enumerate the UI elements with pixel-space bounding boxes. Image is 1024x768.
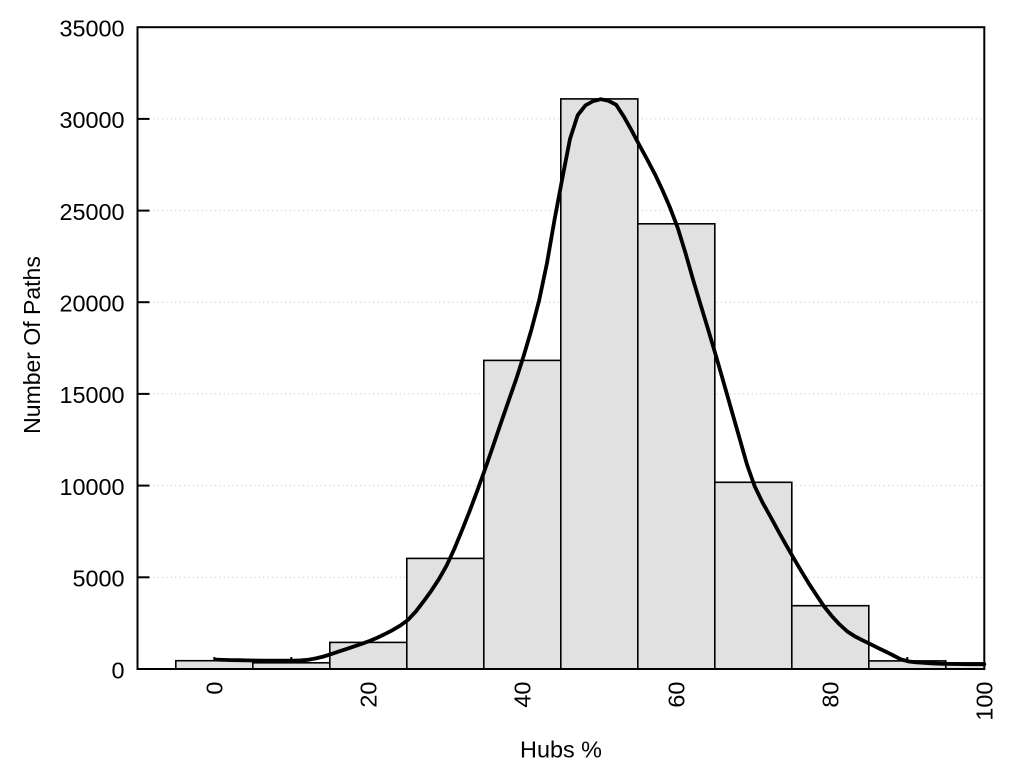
- svg-text:30000: 30000: [59, 107, 124, 133]
- svg-text:Hubs %: Hubs %: [520, 736, 602, 762]
- svg-text:60: 60: [664, 682, 690, 708]
- svg-text:10000: 10000: [59, 474, 124, 500]
- svg-text:20000: 20000: [59, 291, 124, 317]
- svg-text:35000: 35000: [59, 16, 124, 42]
- svg-text:15000: 15000: [59, 382, 124, 408]
- svg-text:80: 80: [818, 682, 844, 708]
- svg-text:40: 40: [510, 682, 536, 708]
- svg-text:0: 0: [202, 682, 228, 695]
- svg-text:5000: 5000: [72, 566, 124, 592]
- svg-text:0: 0: [111, 657, 124, 683]
- svg-text:20: 20: [356, 682, 382, 708]
- svg-text:25000: 25000: [59, 199, 124, 225]
- svg-text:100: 100: [972, 682, 998, 721]
- svg-text:Number Of Paths: Number Of Paths: [19, 256, 45, 434]
